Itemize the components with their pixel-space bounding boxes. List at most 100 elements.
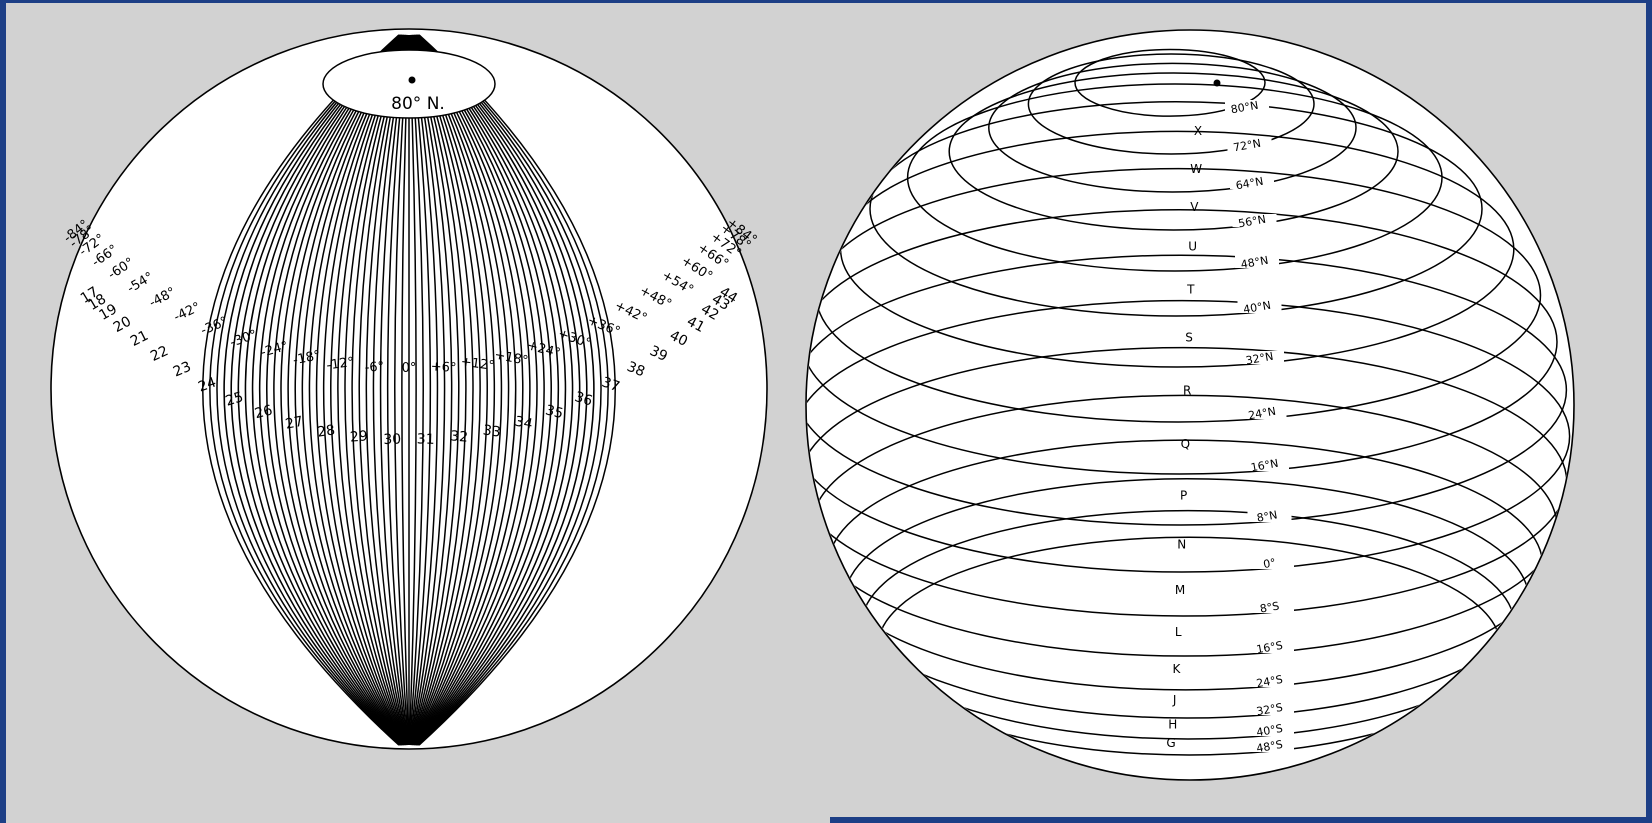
meridian-line: [287, 34, 404, 746]
parallel-line: [807, 209, 1558, 475]
latitude-label: 24°N: [1247, 405, 1277, 423]
latitude-label: 16°S: [1255, 639, 1283, 656]
zone-number-label: 44: [717, 284, 741, 307]
meridian-line: [237, 34, 402, 746]
latitude-label-bg: [1247, 509, 1292, 522]
band-letter-label: J: [1172, 693, 1177, 707]
meridian-line: [344, 34, 407, 746]
parallel-line: [807, 299, 1571, 573]
latitude-label: 40°S: [1255, 722, 1283, 739]
band-letter-label: V: [1190, 200, 1199, 214]
zone-number-label: 31: [417, 431, 435, 448]
meridian-line: [280, 34, 404, 746]
latitude-label-bg: [1250, 739, 1294, 752]
meridian-line: [411, 34, 481, 746]
latitude-label: 8°N: [1256, 508, 1279, 524]
meridian-line: [412, 34, 496, 746]
band-letter-label: N: [1177, 538, 1186, 552]
zone-number-label: 34: [513, 414, 534, 433]
longitude-label: -24°: [259, 339, 290, 361]
zone-number-label: 23: [171, 359, 194, 381]
band-letter-label: U: [1188, 240, 1197, 254]
zone-number-label: 41: [684, 314, 707, 337]
meridian-line: [330, 34, 406, 746]
latitude-label-bg: [1225, 100, 1269, 113]
latitude-label: 16°N: [1250, 457, 1280, 475]
longitude-label: -12°: [326, 355, 356, 374]
polar-cap-ellipse: [322, 49, 496, 119]
zone-number-label: 26: [253, 402, 274, 422]
meridian-line: [416, 34, 581, 746]
zone-number-label: 40: [667, 328, 690, 350]
zone-number-label: 38: [625, 359, 648, 381]
latitude-label-bg: [1237, 300, 1282, 313]
band-letter-label: G: [1166, 736, 1175, 750]
latitude-label: 64°N: [1235, 175, 1265, 193]
meridian-line: [414, 34, 531, 746]
meridian-line: [315, 34, 406, 746]
latitude-label: 72°N: [1232, 137, 1262, 155]
meridian-line: [409, 34, 439, 746]
zone-number-label: 22: [148, 343, 171, 365]
longitude-label: 0°: [402, 361, 417, 376]
meridian-line: [417, 34, 602, 746]
meridian-line: [410, 34, 446, 746]
band-letter-label: L: [1175, 625, 1182, 639]
zone-number-label: 28: [316, 422, 336, 440]
meridian-line: [411, 34, 467, 746]
band-letter-label: Q: [1181, 437, 1190, 451]
latitude-label-bg: [1230, 176, 1274, 189]
longitude-label: -18°: [292, 348, 322, 368]
pole-dot: [408, 76, 416, 84]
latitude-label: 48°N: [1240, 254, 1270, 272]
band-letter-label: X: [1194, 124, 1202, 138]
parallel-line: [869, 101, 1483, 317]
meridian-line: [415, 34, 560, 746]
zone-number-label: 27: [284, 414, 305, 433]
latitude-label: 32°S: [1255, 701, 1283, 718]
meridian-line: [412, 34, 503, 746]
latitude-label: 24°S: [1255, 673, 1283, 690]
parallel-line: [1074, 48, 1266, 117]
meridian-line: [258, 34, 403, 746]
zone-number-label: 30: [383, 431, 401, 448]
latitude-label: 48°S: [1255, 738, 1283, 755]
latitude-label-bg: [1250, 640, 1294, 653]
meridian-line: [308, 34, 405, 746]
meridian-line: [386, 34, 409, 746]
parallel-line: [988, 62, 1357, 193]
meridian-line: [410, 34, 453, 746]
band-letter-label: W: [1190, 162, 1202, 176]
parallel-line: [1027, 53, 1315, 155]
meridian-line: [410, 34, 460, 746]
meridian-line: [230, 34, 401, 746]
meridian-lines: [202, 34, 616, 746]
meridian-line: [418, 34, 609, 746]
latitude-label-bg: [1250, 723, 1294, 736]
meridian-line: [294, 34, 404, 746]
parallel-line: [807, 254, 1568, 526]
band-letter-labels: X W V U T S R Q P N M L K JHG: [1166, 124, 1202, 750]
zone-number-label: 20: [111, 314, 134, 337]
slide-accent-bar: [830, 817, 1652, 823]
zone-number-label: 36: [573, 389, 595, 410]
zone-number-label: 37: [600, 374, 622, 395]
band-letter-label: M: [1175, 583, 1185, 597]
meridian-line: [273, 34, 403, 746]
meridian-line: [358, 34, 408, 746]
zone-number-label: 25: [224, 389, 246, 410]
latitude-label-bg: [1245, 458, 1289, 471]
meridian-line: [351, 34, 407, 746]
meridian-line: [412, 34, 488, 746]
latitude-label: 0°: [1262, 556, 1277, 571]
meridian-line: [202, 34, 400, 746]
meridian-line: [223, 34, 401, 746]
latitude-label-bg: [1250, 702, 1294, 715]
zone-number-label: 19: [97, 301, 120, 324]
parallel-line: [906, 83, 1443, 272]
band-letter-label: P: [1180, 489, 1187, 503]
meridian-line: [417, 34, 595, 746]
